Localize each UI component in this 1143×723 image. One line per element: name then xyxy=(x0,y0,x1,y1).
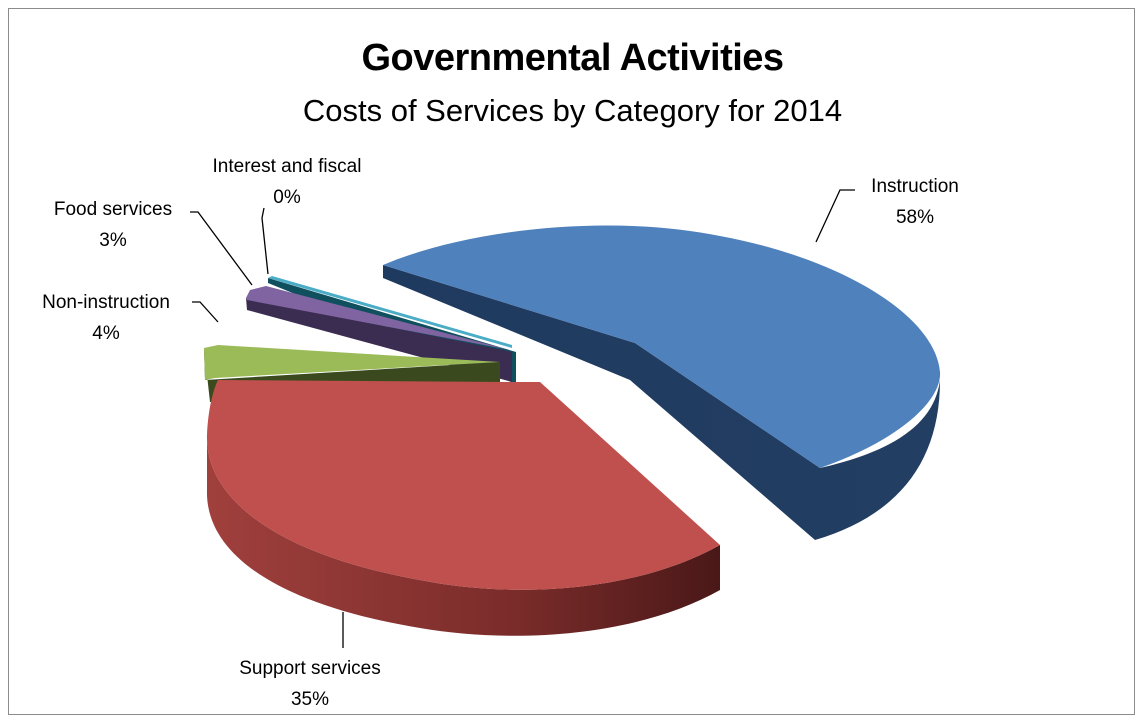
slice-label-food-services: Food services xyxy=(54,199,172,220)
chart-subtitle: Costs of Services by Category for 2014 xyxy=(302,93,843,128)
slice-label-support-services: Support services xyxy=(239,658,381,679)
slice-percent-non-instruction: 4% xyxy=(92,323,120,344)
leader-line-interest-and-fiscal xyxy=(261,207,269,275)
slice-label-interest-and-fiscal: Interest and fiscal xyxy=(213,156,362,177)
slice-percent-support-services: 35% xyxy=(291,689,329,710)
slice-percent-interest-and-fiscal: 0% xyxy=(273,187,301,208)
pie-slice-food-services xyxy=(246,286,510,350)
pie-slice-side-support-services xyxy=(206,435,721,636)
pie-slice-support-services xyxy=(206,380,721,590)
pie-slice-non-instruction xyxy=(204,345,500,380)
leader-line-instruction xyxy=(815,189,855,243)
chart-title: Governmental Activities xyxy=(361,37,784,79)
pie-slice-side-instruction xyxy=(383,265,940,540)
pie-slice-instruction xyxy=(383,225,941,468)
pie-slice-interest-and-fiscal xyxy=(268,276,512,348)
slice-percent-food-services: 3% xyxy=(99,230,127,251)
leader-line-food-services xyxy=(190,211,253,286)
slice-label-non-instruction: Non-instruction xyxy=(42,292,170,313)
slice-percent-instruction: 58% xyxy=(896,207,934,228)
leader-line-non-instruction xyxy=(192,301,219,323)
slice-label-instruction: Instruction xyxy=(871,176,959,197)
